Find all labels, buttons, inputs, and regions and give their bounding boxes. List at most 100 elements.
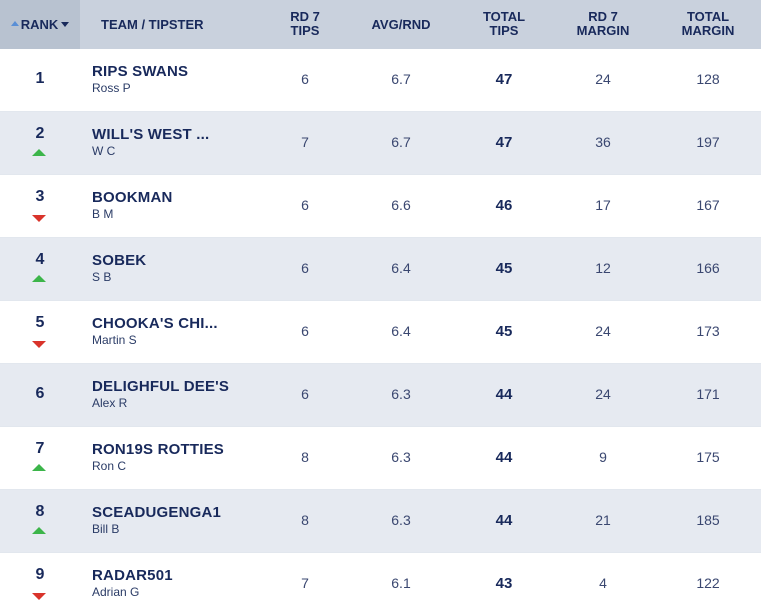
rank-cell: 9 — [0, 553, 80, 616]
team-cell: DELIGHFUL DEE'S Alex R — [92, 378, 229, 411]
total-margin-value: 185 — [696, 512, 720, 528]
rd-tips-value: 7 — [301, 134, 309, 150]
table-row[interactable]: 1 RIPS SWANS Ross P 6 6.7 47 24 128 — [0, 49, 761, 112]
avg-value: 6.3 — [391, 512, 411, 528]
total-margin-value: 128 — [696, 71, 720, 87]
rd-margin-value: 24 — [595, 386, 611, 402]
table-header: RANK TEAM / TIPSTER RD 7 TIPS AVG/RND TO… — [0, 0, 761, 49]
rank-cell: 7 — [0, 427, 80, 489]
team-cell: CHOOKA'S CHI... Martin S — [92, 315, 218, 348]
avg-value: 6.4 — [391, 323, 411, 339]
team-name[interactable]: WILL'S WEST ... — [92, 126, 210, 143]
rank-cell: 6 — [0, 364, 80, 426]
total-tips-value: 47 — [495, 134, 513, 151]
table-row[interactable]: 3 BOOKMAN B M 6 6.6 46 17 167 — [0, 175, 761, 238]
team-name[interactable]: DELIGHFUL DEE'S — [92, 378, 230, 395]
rank-header-label: RANK — [20, 17, 59, 32]
rank-down-icon — [32, 341, 46, 348]
total-tips-value: 43 — [495, 575, 513, 592]
avg-value: 6.6 — [391, 197, 411, 213]
table-row[interactable]: 6 DELIGHFUL DEE'S Alex R 6 6.3 44 24 171 — [0, 364, 761, 427]
total-margin-value: 166 — [696, 260, 720, 276]
team-name[interactable]: SCEADUGENGA1 — [92, 504, 222, 521]
total-margin-value: 197 — [696, 134, 720, 150]
rank-sort-header[interactable]: RANK — [0, 0, 80, 49]
avg-value: 6.7 — [391, 71, 411, 87]
rank-cell: 5 — [0, 301, 80, 363]
team-name[interactable]: BOOKMAN — [92, 189, 173, 206]
rd-tips-value: 6 — [301, 386, 309, 402]
avg-header-label: AVG/RND — [371, 17, 431, 32]
rd-margin-value: 17 — [595, 197, 611, 213]
rank-cell: 1 — [0, 49, 80, 111]
rank-number: 2 — [35, 125, 45, 142]
rd-tips-value: 6 — [301, 71, 309, 87]
avg-value: 6.3 — [391, 386, 411, 402]
team-name[interactable]: RADAR501 — [92, 567, 173, 584]
table-row[interactable]: 9 RADAR501 Adrian G 7 6.1 43 4 122 — [0, 553, 761, 616]
table-body: 1 RIPS SWANS Ross P 6 6.7 47 24 128 2 WILL'S WEST… — [0, 49, 761, 616]
team-cell: BOOKMAN B M — [92, 189, 173, 222]
rank-number: 3 — [35, 188, 45, 205]
team-cell: SCEADUGENGA1 Bill B — [92, 504, 221, 537]
team-name[interactable]: RON19S ROTTIES — [92, 441, 224, 458]
rd-tips-value: 7 — [301, 575, 309, 591]
team-name[interactable]: SOBEK — [92, 252, 147, 269]
tipster-name: Ron C — [92, 459, 127, 473]
table-row[interactable]: 5 CHOOKA'S CHI... Martin S 6 6.4 45 24 173 — [0, 301, 761, 364]
total-tips-value: 44 — [495, 386, 513, 403]
team-cell: RON19S ROTTIES Ron C — [92, 441, 224, 474]
rd-margin-header[interactable]: RD 7 MARGIN — [568, 10, 638, 38]
total-margin-value: 173 — [696, 323, 720, 339]
team-header[interactable]: TEAM / TIPSTER — [101, 18, 204, 32]
rank-up-icon — [32, 527, 46, 534]
avg-value: 6.7 — [391, 134, 411, 150]
table-row[interactable]: 7 RON19S ROTTIES Ron C 8 6.3 44 9 175 — [0, 427, 761, 490]
total-tips-value: 46 — [495, 197, 513, 214]
total-margin-value: 122 — [696, 575, 720, 591]
rank-number: 7 — [35, 440, 45, 457]
rd-margin-value: 24 — [595, 71, 611, 87]
total-margin-value: 175 — [696, 449, 720, 465]
sort-asc-icon — [10, 20, 19, 26]
rd-tips-header[interactable]: RD 7 TIPS — [275, 10, 335, 38]
tipster-name: Adrian G — [92, 585, 140, 599]
rd-tips-value: 8 — [301, 512, 309, 528]
avg-value: 6.4 — [391, 260, 411, 276]
rank-number: 9 — [35, 566, 45, 583]
rank-cell: 2 — [0, 112, 80, 174]
rank-cell: 4 — [0, 238, 80, 300]
total-margin-header-line2: MARGIN — [681, 23, 735, 38]
rank-number: 1 — [35, 70, 45, 87]
tipster-name: W C — [92, 144, 116, 158]
team-cell: WILL'S WEST ... W C — [92, 126, 209, 159]
rd-margin-header-line1: RD 7 — [588, 9, 618, 24]
total-tips-header[interactable]: TOTAL TIPS — [474, 10, 534, 38]
rank-cell: 8 — [0, 490, 80, 552]
rd-margin-value: 12 — [595, 260, 611, 276]
tipster-name: Ross P — [92, 81, 131, 95]
rd-margin-value: 21 — [595, 512, 611, 528]
team-name[interactable]: CHOOKA'S CHI... — [92, 315, 218, 332]
rank-down-icon — [32, 593, 46, 600]
avg-value: 6.3 — [391, 449, 411, 465]
total-tips-value: 45 — [495, 323, 513, 340]
rank-number: 6 — [35, 385, 45, 402]
sort-desc-icon — [61, 22, 70, 27]
avg-value: 6.1 — [391, 575, 411, 591]
avg-header[interactable]: AVG/RND — [361, 18, 441, 32]
table-row[interactable]: 4 SOBEK S B 6 6.4 45 12 166 — [0, 238, 761, 301]
rd-margin-value: 9 — [599, 449, 607, 465]
team-cell: RIPS SWANS Ross P — [92, 63, 188, 96]
table-row[interactable]: 8 SCEADUGENGA1 Bill B 8 6.3 44 21 185 — [0, 490, 761, 553]
total-margin-header[interactable]: TOTAL MARGIN — [673, 10, 743, 38]
total-tips-value: 44 — [495, 512, 513, 529]
total-tips-value: 45 — [495, 260, 513, 277]
team-cell: SOBEK S B — [92, 252, 146, 285]
rank-up-icon — [32, 464, 46, 471]
total-tips-header-line1: TOTAL — [482, 9, 526, 24]
total-margin-header-line1: TOTAL — [686, 9, 730, 24]
team-name[interactable]: RIPS SWANS — [92, 63, 189, 80]
rd-tips-header-line2: TIPS — [290, 23, 320, 38]
table-row[interactable]: 2 WILL'S WEST ... W C 7 6.7 47 36 197 — [0, 112, 761, 175]
